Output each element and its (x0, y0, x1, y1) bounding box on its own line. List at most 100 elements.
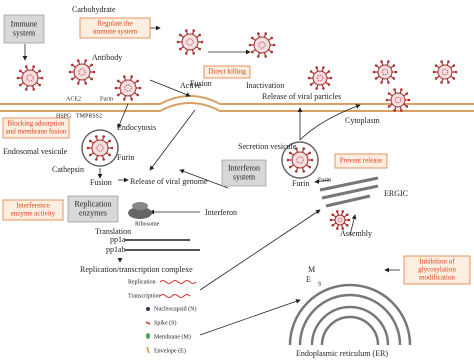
spike-head (288, 165, 292, 169)
system-box (67, 195, 119, 223)
spike-head (136, 93, 140, 97)
spike-head (270, 36, 274, 40)
spike-head (200, 40, 204, 44)
capsid (334, 214, 346, 226)
label: Cytoplasm (345, 116, 380, 125)
spike-head (102, 158, 106, 161)
intervention-box (2, 199, 64, 221)
capsid (253, 36, 271, 54)
label: Translation (95, 227, 131, 236)
label: Fusion (90, 178, 112, 187)
label: Inactivation (246, 81, 284, 90)
spike-head (40, 76, 44, 80)
label: Cathepsin (52, 165, 84, 174)
label: Active (180, 81, 202, 90)
label: Furin (117, 153, 134, 162)
label: Furin (292, 179, 309, 188)
genome (96, 144, 104, 152)
spike-head (322, 87, 325, 90)
spike-head (18, 83, 22, 87)
spike-head (184, 29, 188, 32)
spike-head (130, 75, 134, 78)
spike-head (178, 47, 182, 51)
intervention-box (2, 117, 70, 139)
spike-head (380, 81, 383, 84)
virus (329, 210, 351, 230)
genome (78, 68, 86, 76)
endosome (81, 129, 119, 167)
spike-head (38, 83, 42, 87)
spike-head (380, 60, 383, 63)
spike-head (400, 109, 403, 112)
virus (307, 66, 333, 90)
label: Fusion (190, 79, 212, 88)
spike-head (374, 64, 378, 67)
spike-head (447, 60, 450, 63)
label: HSPG (56, 113, 72, 119)
label: pp1ab (106, 245, 126, 254)
spike-head (454, 70, 458, 74)
spike-head (70, 63, 74, 67)
capsid (73, 63, 91, 81)
label: Endoplasmic reticulum (ER) (296, 349, 388, 358)
label: Furin (100, 96, 113, 102)
spike-head (385, 98, 389, 102)
spike-head (394, 70, 398, 74)
label: Replication (75, 199, 112, 208)
capsid (21, 69, 39, 87)
label: Nucleocapsid (N) (154, 305, 196, 312)
spike-head (192, 29, 196, 32)
label: Carbohydrate (72, 5, 116, 14)
genome (316, 74, 324, 82)
virus (286, 147, 314, 173)
spike-head (250, 50, 254, 54)
genome (26, 74, 34, 82)
spike-head (288, 151, 292, 155)
label: Antibody (92, 53, 122, 62)
spike-head (192, 52, 196, 55)
virus (68, 59, 96, 85)
spike-head (432, 70, 436, 74)
label: enzymes (79, 208, 107, 217)
label: Release of viral particles (262, 92, 341, 101)
spike-head (110, 146, 114, 150)
spike-head (322, 66, 325, 69)
spike-head (329, 76, 333, 80)
spike-head (70, 77, 74, 81)
spike-head (248, 43, 252, 47)
spike-head (122, 75, 126, 78)
virus (16, 65, 44, 91)
system-box (221, 159, 267, 187)
spike-head (92, 70, 96, 74)
spike-head (341, 210, 345, 213)
label: Secretion vesicule (238, 142, 297, 151)
viruses (16, 29, 458, 230)
label: Blocking adsorption (8, 120, 65, 128)
spike-head (136, 79, 140, 83)
label: Interferon (205, 208, 237, 217)
capsid (181, 33, 199, 51)
spike-head (264, 32, 268, 35)
label: system (233, 172, 256, 181)
spike-head (341, 227, 345, 230)
ribosome (128, 202, 152, 219)
spike-head (32, 88, 36, 91)
label: Prevent release (340, 157, 383, 165)
genome (441, 68, 449, 76)
spike-head (130, 98, 134, 101)
spike-head (393, 88, 396, 91)
spike-head (434, 64, 438, 67)
spike-head (84, 59, 88, 62)
spike-head (307, 76, 311, 80)
spike-head (24, 65, 28, 68)
spike-head (405, 105, 409, 108)
spike-head (309, 83, 313, 86)
spike-head (327, 83, 331, 86)
spike-head (88, 153, 92, 157)
spike-head (331, 223, 335, 227)
spike-head (94, 135, 98, 138)
system-box (3, 14, 45, 44)
spike-head (264, 55, 268, 58)
spike-head (387, 81, 390, 84)
